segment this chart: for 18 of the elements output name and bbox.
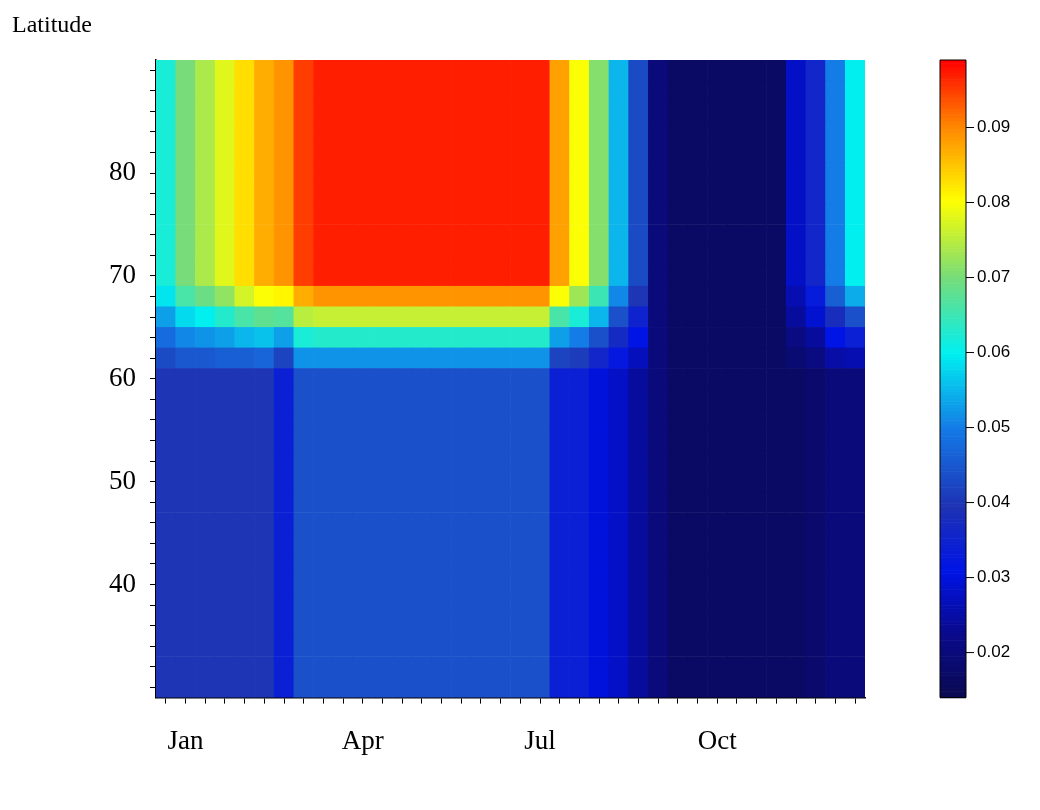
color-bar-label: 0.04 bbox=[977, 492, 1011, 512]
color-bar-label: 0.06 bbox=[977, 342, 1011, 362]
color-bar-label: 0.02 bbox=[977, 642, 1011, 662]
color-bar-label: 0.07 bbox=[977, 267, 1011, 287]
color-bar-label: 0.08 bbox=[977, 192, 1011, 212]
color-bar-label: 0.05 bbox=[977, 417, 1011, 437]
y-tick-label: 40 bbox=[109, 567, 136, 598]
y-tick-label: 50 bbox=[109, 464, 136, 495]
color-bar-label: 0.03 bbox=[977, 567, 1011, 587]
y-tick-label: 70 bbox=[109, 259, 136, 290]
x-tick-label: Oct bbox=[697, 724, 738, 755]
x-tick-label: Jan bbox=[167, 724, 205, 755]
y-axis-title: Latitude bbox=[12, 11, 92, 38]
x-tick-label: Jul bbox=[524, 724, 556, 755]
x-tick-label: Apr bbox=[341, 724, 384, 755]
y-tick-label: 60 bbox=[109, 361, 136, 392]
color-bar-label: 0.09 bbox=[977, 117, 1011, 137]
y-tick-label: 80 bbox=[109, 156, 136, 187]
